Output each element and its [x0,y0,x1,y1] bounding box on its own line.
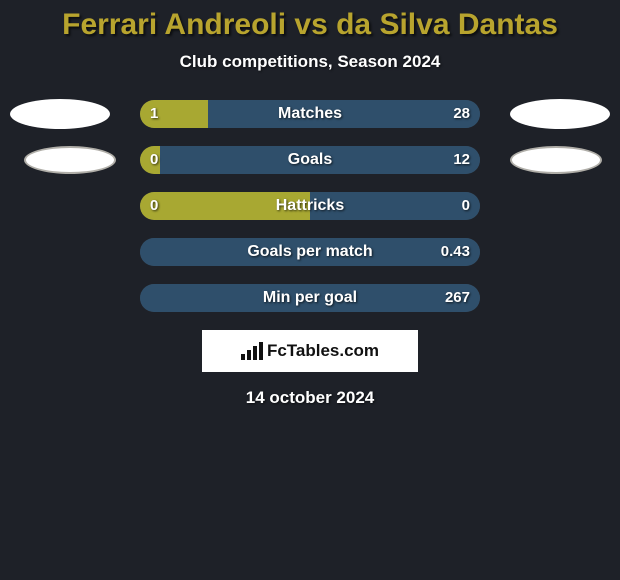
stat-value-right: 0.43 [441,238,470,266]
team-logo-right [510,99,610,129]
page-title: Ferrari Andreoli vs da Silva Dantas [0,0,620,42]
comparison-infographic: Ferrari Andreoli vs da Silva Dantas Club… [0,0,620,408]
team-logo-left [10,99,110,129]
stat-row: Goals0 12 [0,146,620,174]
stat-label: Goals per match [140,238,480,266]
stat-value-left: 1 [150,100,158,128]
stat-row: Matches1 28 [0,100,620,128]
stat-label: Matches [140,100,480,128]
stat-value-left: 0 [150,192,158,220]
stat-bar: Matches1 28 [140,100,480,128]
fctables-logo: FcTables.com [202,330,418,372]
chart-bars-icon [241,342,263,360]
subtitle: Club competitions, Season 2024 [0,52,620,72]
stat-value-right: 12 [453,146,470,174]
stat-label: Hattricks [140,192,480,220]
stat-value-right: 28 [453,100,470,128]
stats-area: Matches128Goals012Hattricks00Goals per m… [0,100,620,312]
stat-value-right: 0 [462,192,470,220]
stat-bar: Goals per match0.43 [140,238,480,266]
team-logo-right [510,146,602,174]
stat-row: Goals per match0.43 [0,238,620,266]
stat-row: Hattricks0 0 [0,192,620,220]
stat-bar: Min per goal267 [140,284,480,312]
date-label: 14 october 2024 [0,388,620,408]
footer-logo-text: FcTables.com [267,341,379,361]
stat-label: Min per goal [140,284,480,312]
team-logo-left [24,146,116,174]
stat-value-left: 0 [150,146,158,174]
stat-value-right: 267 [445,284,470,312]
stat-row: Min per goal267 [0,284,620,312]
stat-bar: Hattricks0 0 [140,192,480,220]
stat-bar: Goals0 12 [140,146,480,174]
stat-label: Goals [140,146,480,174]
